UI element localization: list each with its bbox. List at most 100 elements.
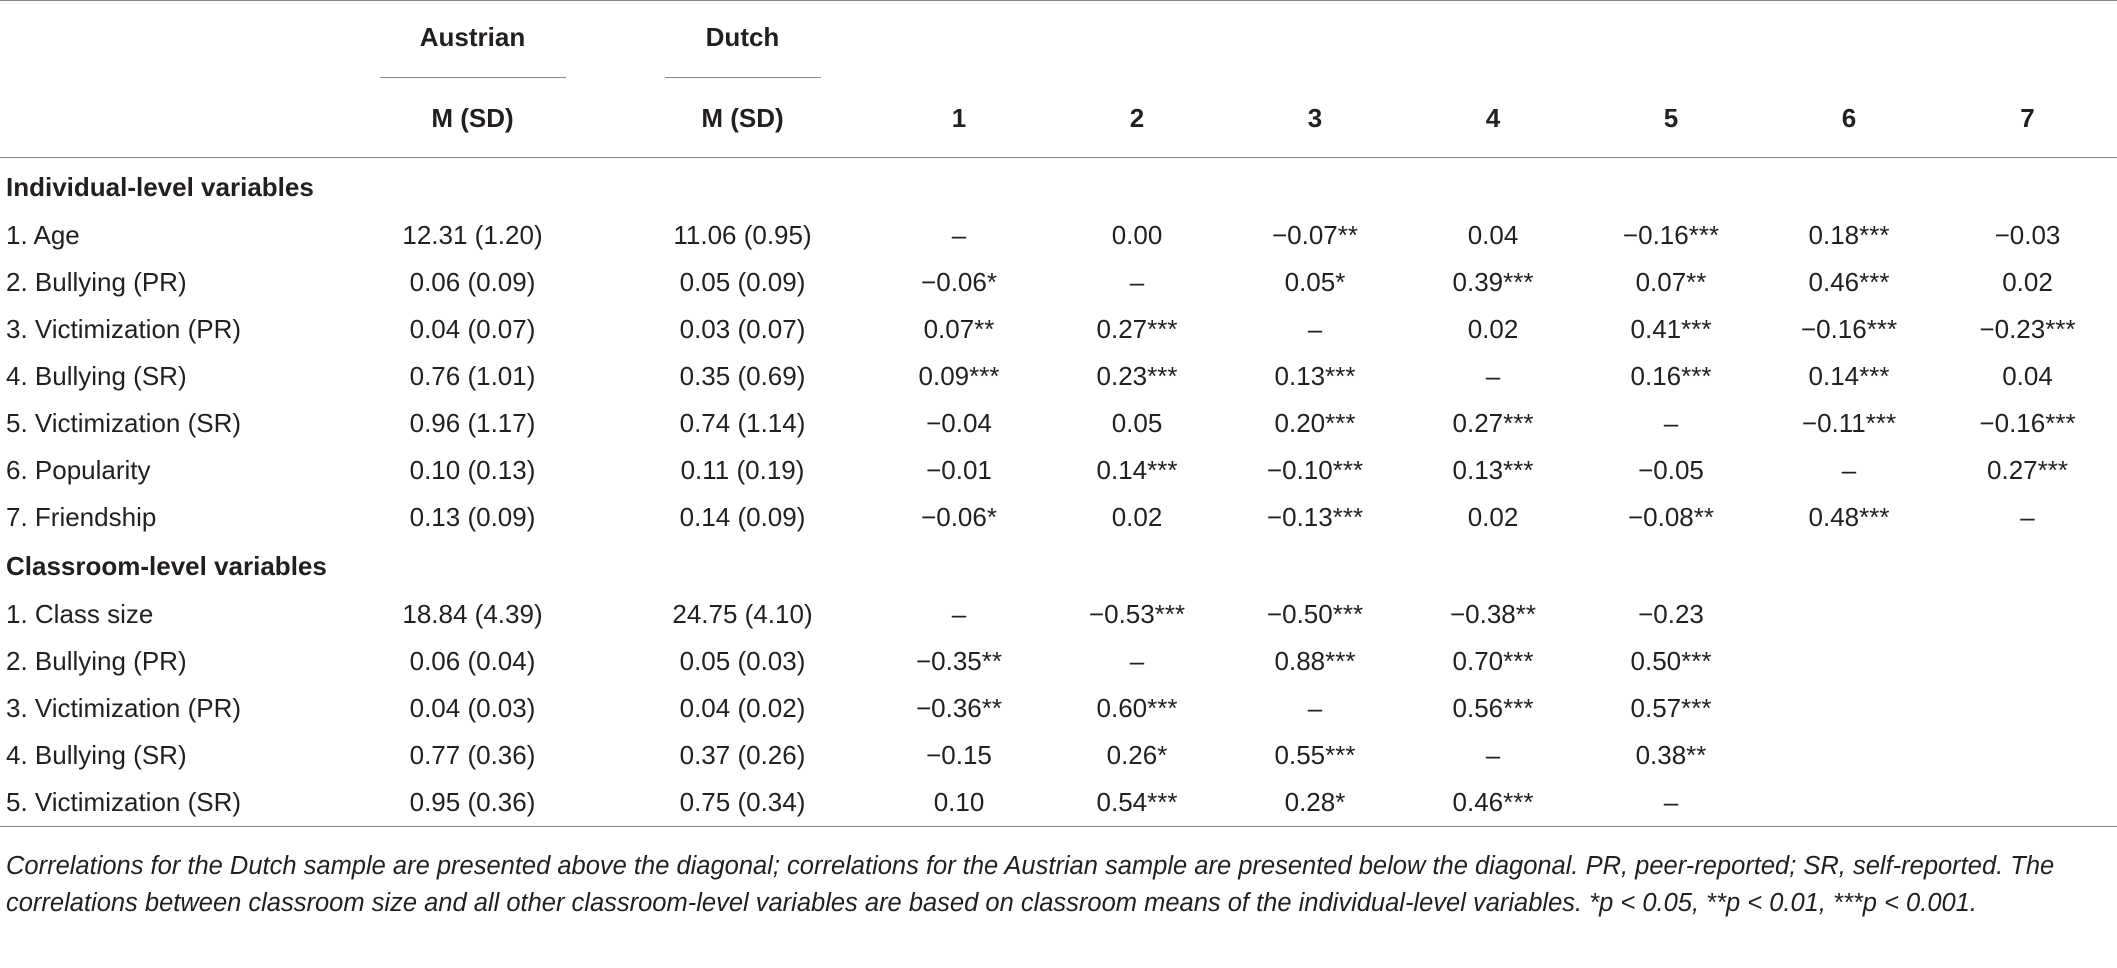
correlation-cell: −0.53*** xyxy=(1088,599,1186,629)
correlation-cell: 0.02 xyxy=(2002,267,2053,297)
correlation-cell: −0.23 xyxy=(1638,599,1704,629)
correlation-cell: −0.13*** xyxy=(1266,502,1364,532)
row-label: 5. Victimization (SR) xyxy=(6,787,242,817)
correlation-cell: −0.35** xyxy=(915,646,1003,676)
row-label: 5. Victimization (SR) xyxy=(6,408,242,438)
row-label: 2. Bullying (PR) xyxy=(6,267,187,297)
row-label: 4. Bullying (SR) xyxy=(6,740,187,770)
correlation-cell: 0.14*** xyxy=(1096,455,1178,485)
row-label: 3. Victimization (PR) xyxy=(6,693,242,723)
austrian-mean-sd: 0.13 (0.09) xyxy=(409,502,536,532)
header-row-columns: M (SD) M (SD) 1 2 3 4 5 6 7 xyxy=(0,79,2117,158)
correlation-cell: 0.70*** xyxy=(1452,646,1534,676)
correlation-cell: 0.13*** xyxy=(1274,361,1356,391)
correlation-cell: 0.18*** xyxy=(1808,220,1890,250)
correlation-cell: 0.55*** xyxy=(1274,740,1356,770)
header-row-groups: Austrian Dutch xyxy=(0,0,2117,80)
dutch-mean-sd: 0.05 (0.09) xyxy=(679,267,806,297)
correlation-cell: 0.16*** xyxy=(1630,361,1712,391)
table-row: 7. Friendship 0.13 (0.09) 0.14 (0.09) −0.06… xyxy=(0,494,2117,541)
correlation-cell xyxy=(1938,638,2117,685)
correlation-cell xyxy=(1760,685,1938,732)
correlation-cell: – xyxy=(2020,502,2035,532)
correlation-cell: – xyxy=(1485,740,1501,770)
correlation-cell: −0.04 xyxy=(926,408,992,438)
correlation-cell: −0.38** xyxy=(1449,599,1537,629)
austrian-mean-sd: 0.10 (0.13) xyxy=(409,455,536,485)
correlation-cell: −0.03 xyxy=(1994,220,2061,250)
correlation-cell xyxy=(1760,779,1938,827)
austrian-mean-sd: 0.04 (0.07) xyxy=(409,314,536,344)
correlation-cell: 0.88*** xyxy=(1274,646,1356,676)
dutch-mean-sd: 0.11 (0.19) xyxy=(680,455,805,485)
correlation-cell xyxy=(1938,591,2117,638)
dutch-mean-sd: 0.74 (1.14) xyxy=(679,408,806,438)
header-col-6: 6 xyxy=(1841,102,1857,133)
correlation-cell: – xyxy=(1485,361,1501,391)
correlation-cell: – xyxy=(1841,455,1857,485)
header-austrian-cell: Austrian xyxy=(330,1,615,80)
correlation-cell: 0.27*** xyxy=(1096,314,1178,344)
correlation-cell: 0.41*** xyxy=(1630,314,1712,344)
correlation-table-container: Austrian Dutch M (SD) M (SD) 1 2 3 4 5 6… xyxy=(0,0,2117,827)
austrian-mean-sd: 0.06 (0.04) xyxy=(409,646,536,676)
dutch-mean-sd: 0.75 (0.34) xyxy=(679,787,806,817)
correlation-cell: 0.14*** xyxy=(1808,361,1890,391)
correlation-cell: – xyxy=(1129,646,1145,676)
table-row: 5. Victimization (SR) 0.95 (0.36) 0.75 (0.… xyxy=(0,779,2117,827)
correlation-cell xyxy=(1760,638,1938,685)
correlation-cell: – xyxy=(1129,267,1145,297)
correlation-cell: 0.46*** xyxy=(1808,267,1890,297)
austrian-mean-sd: 0.96 (1.17) xyxy=(409,408,536,438)
dutch-mean-sd: 0.03 (0.07) xyxy=(679,314,806,344)
correlation-cell: 0.02 xyxy=(1467,314,1519,344)
dutch-mean-sd: 0.04 (0.02) xyxy=(679,693,806,723)
row-label: 4. Bullying (SR) xyxy=(6,361,187,391)
table-row: 6. Popularity 0.10 (0.13) 0.11 (0.19) −0.01… xyxy=(0,447,2117,494)
correlation-cell xyxy=(1760,591,1938,638)
table-footnote: Correlations for the Dutch sample are pr… xyxy=(6,852,2055,917)
header-austrian-msd: M (SD) xyxy=(431,102,514,133)
correlation-cell: 0.56*** xyxy=(1452,693,1534,723)
table-row: 3. Victimization (PR) 0.04 (0.07) 0.03 (0.… xyxy=(0,306,2117,353)
austrian-mean-sd: 0.04 (0.03) xyxy=(409,693,536,723)
row-label: 1. Age xyxy=(6,220,80,250)
correlation-cell: 0.00 xyxy=(1111,220,1163,250)
dutch-mean-sd: 0.05 (0.03) xyxy=(679,646,806,676)
correlation-cell: −0.08** xyxy=(1627,502,1715,532)
correlation-cell xyxy=(1938,779,2117,827)
correlation-cell: 0.27*** xyxy=(1987,455,2068,485)
table-row: 2. Bullying (PR) 0.06 (0.09) 0.05 (0.09) −0… xyxy=(0,259,2117,306)
correlation-cell: – xyxy=(1307,314,1323,344)
correlation-cell: −0.05 xyxy=(1638,455,1704,485)
correlation-cell: 0.54*** xyxy=(1096,787,1178,817)
correlation-cell: 0.05 xyxy=(1111,408,1163,438)
correlation-cell: −0.10*** xyxy=(1266,455,1364,485)
correlation-cell: 0.50*** xyxy=(1630,646,1712,676)
dutch-mean-sd: 24.75 (4.10) xyxy=(672,599,813,629)
table-header: Austrian Dutch M (SD) M (SD) 1 2 3 4 5 6… xyxy=(0,0,2117,158)
row-label: 7. Friendship xyxy=(6,502,157,532)
header-col-2: 2 xyxy=(1129,102,1145,133)
correlation-cell: 0.07** xyxy=(923,314,995,344)
correlation-cell: −0.11*** xyxy=(1801,408,1897,438)
correlation-cell: – xyxy=(1307,693,1323,723)
correlation-cell: −0.01 xyxy=(926,455,992,485)
correlation-cell xyxy=(1938,732,2117,779)
correlation-cell: 0.46*** xyxy=(1452,787,1534,817)
header-austrian: Austrian xyxy=(379,22,566,78)
header-blank-2 xyxy=(0,79,330,158)
table-row: 5. Victimization (SR) 0.96 (1.17) 0.74 (1.… xyxy=(0,400,2117,447)
correlation-cell: 0.20*** xyxy=(1274,408,1356,438)
correlation-cell: 0.07** xyxy=(1635,267,1707,297)
header-dutch-cell: Dutch xyxy=(615,1,870,80)
table-body: Individual-level variables 1. Age 12.31 (1… xyxy=(0,158,2117,827)
table-row: 2. Bullying (PR) 0.06 (0.04) 0.05 (0.03) −0… xyxy=(0,638,2117,685)
correlation-cell: 0.38** xyxy=(1635,740,1707,770)
section-header-row: Classroom-level variables xyxy=(0,541,2117,591)
correlation-cell: 0.04 xyxy=(1467,220,1519,250)
header-blank xyxy=(0,1,330,80)
correlation-cell: 0.10 xyxy=(933,787,985,817)
header-col-4: 4 xyxy=(1485,102,1501,133)
austrian-mean-sd: 0.95 (0.36) xyxy=(409,787,536,817)
